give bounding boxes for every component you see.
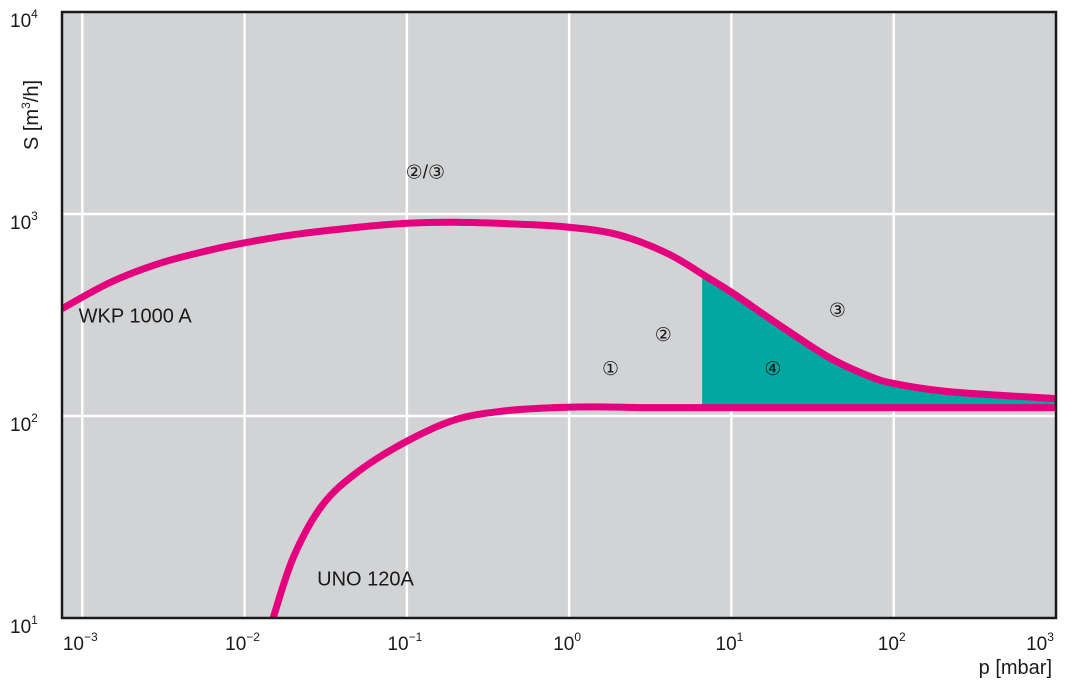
x-tick-label: 101 xyxy=(716,630,744,655)
region-annotation: ③ xyxy=(829,301,846,322)
y-tick-labels: 101 102 103 104 xyxy=(10,7,38,638)
x-tick-label: 10−1 xyxy=(387,630,422,655)
region-annotation: ② xyxy=(655,325,672,346)
region-annotation: ① xyxy=(602,359,619,380)
x-tick-labels: 10−3 10−2 10−1 100 101 102 103 xyxy=(63,630,1054,655)
region-annotation: ②/③ xyxy=(406,162,445,183)
x-axis-label: p [mbar] xyxy=(979,657,1052,679)
region-4-shaded-area xyxy=(702,274,1056,408)
x-tick-label: 102 xyxy=(878,630,906,655)
plot-frame xyxy=(60,10,1058,620)
x-tick-label: 10−2 xyxy=(225,630,260,655)
y-tick-label: 101 xyxy=(10,613,38,638)
series-labels: WKP 1000 A UNO 120A xyxy=(79,306,415,591)
region-annotation: ④ xyxy=(764,359,781,380)
x-tick-label: 100 xyxy=(553,630,581,655)
series-line-uno-120a xyxy=(269,403,1056,618)
series-label: WKP 1000 A xyxy=(79,306,193,328)
x-tick-label: 10−3 xyxy=(63,630,98,655)
y-tick-label: 104 xyxy=(10,7,38,32)
series-label: UNO 120A xyxy=(317,568,414,590)
x-tick-label: 103 xyxy=(1026,630,1054,655)
annotations: ②/③ ③ ② ① ④ xyxy=(406,162,846,379)
curves xyxy=(62,218,1056,618)
plot-area xyxy=(62,12,1056,618)
y-tick-label: 102 xyxy=(10,411,38,436)
y-axis-label: S [m3/h] xyxy=(19,80,43,150)
series-line-wkp-1000-a xyxy=(62,218,1056,403)
y-tick-label: 103 xyxy=(10,209,38,234)
